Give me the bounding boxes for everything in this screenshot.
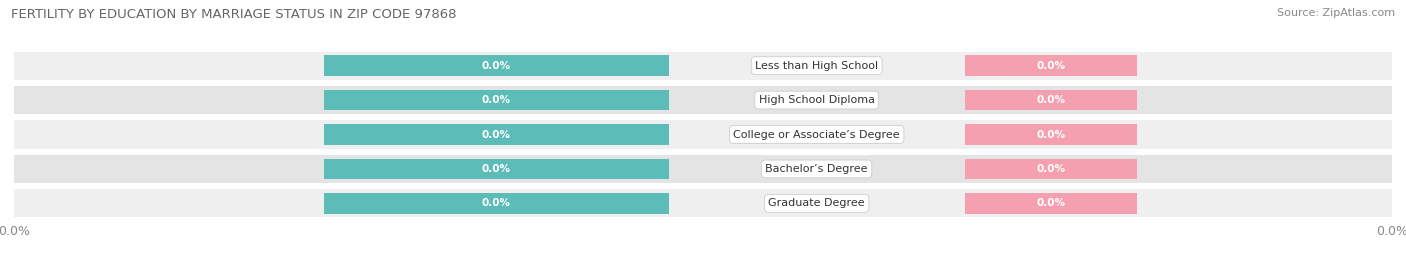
Text: 0.0%: 0.0% [1036, 129, 1066, 140]
Bar [965, 159, 1137, 179]
Bar [14, 52, 1392, 80]
Bar [14, 189, 1392, 217]
Bar [323, 90, 668, 110]
Text: Source: ZipAtlas.com: Source: ZipAtlas.com [1277, 8, 1395, 18]
Text: FERTILITY BY EDUCATION BY MARRIAGE STATUS IN ZIP CODE 97868: FERTILITY BY EDUCATION BY MARRIAGE STATU… [11, 8, 457, 21]
Bar [323, 124, 668, 145]
Bar [965, 124, 1137, 145]
Text: College or Associate’s Degree: College or Associate’s Degree [734, 129, 900, 140]
Text: Less than High School: Less than High School [755, 61, 879, 71]
Text: 0.0%: 0.0% [482, 164, 510, 174]
Bar [323, 55, 668, 76]
Bar [14, 86, 1392, 114]
Text: 0.0%: 0.0% [482, 61, 510, 71]
Text: 0.0%: 0.0% [482, 95, 510, 105]
Bar [965, 193, 1137, 214]
Bar [14, 155, 1392, 183]
Bar [965, 90, 1137, 110]
Text: 0.0%: 0.0% [1036, 198, 1066, 208]
Bar [14, 121, 1392, 148]
Text: Graduate Degree: Graduate Degree [768, 198, 865, 208]
Bar [323, 193, 668, 214]
Bar [965, 55, 1137, 76]
Text: 0.0%: 0.0% [482, 198, 510, 208]
Text: High School Diploma: High School Diploma [759, 95, 875, 105]
Text: 0.0%: 0.0% [1036, 95, 1066, 105]
Text: 0.0%: 0.0% [482, 129, 510, 140]
Text: 0.0%: 0.0% [1036, 164, 1066, 174]
Bar [323, 159, 668, 179]
Text: 0.0%: 0.0% [1036, 61, 1066, 71]
Text: Bachelor’s Degree: Bachelor’s Degree [765, 164, 868, 174]
